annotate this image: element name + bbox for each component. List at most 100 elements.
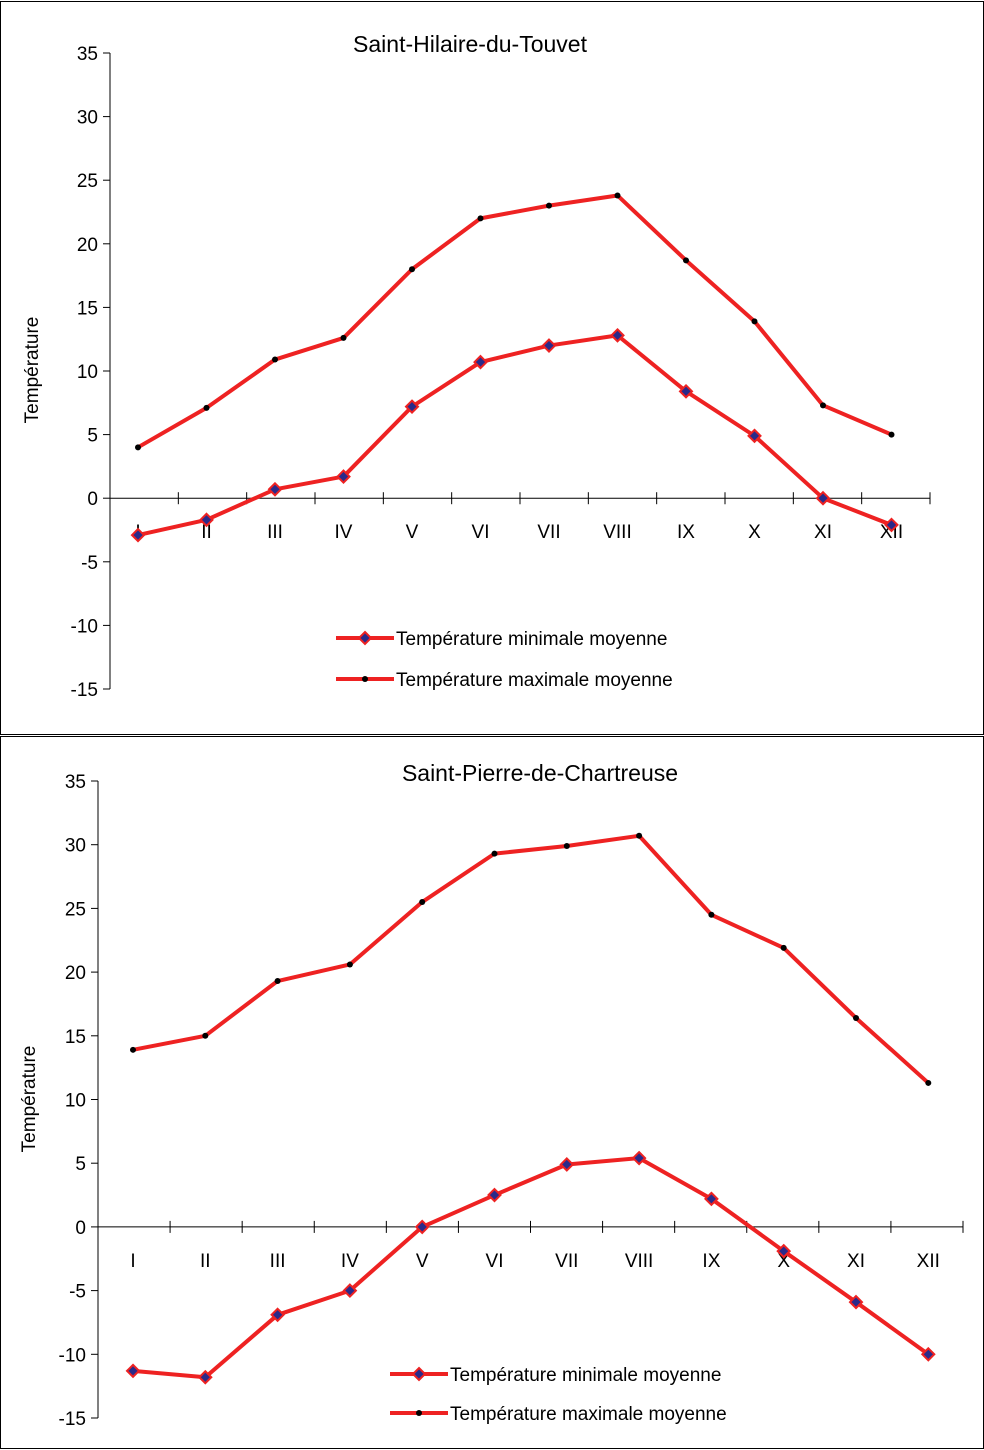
- data-point-max: [135, 444, 141, 451]
- data-point-max: [477, 215, 484, 222]
- data-point-min: [125, 1363, 141, 1379]
- data-point-min: [631, 1150, 647, 1166]
- legend-label: Température minimale moyenne: [450, 1365, 721, 1386]
- legend-marker-min: [357, 630, 373, 646]
- data-point-max: [780, 944, 787, 951]
- legend-marker-max: [416, 1410, 422, 1416]
- x-category-label: X: [748, 522, 761, 543]
- data-point-min: [747, 428, 762, 444]
- legend-label: Température minimale moyenne: [396, 629, 667, 650]
- x-category-label: VIII: [625, 1251, 654, 1272]
- chart-title: Saint-Pierre-de-Chartreuse: [402, 760, 678, 786]
- data-point-max: [853, 1014, 859, 1021]
- data-point-min: [336, 469, 351, 484]
- data-point-max: [272, 356, 278, 363]
- data-point-min: [884, 517, 899, 533]
- data-point-min: [197, 1369, 213, 1385]
- x-category-label: VI: [486, 1251, 504, 1272]
- x-category-label: IV: [341, 1251, 359, 1272]
- x-category-label: V: [416, 1251, 429, 1272]
- y-tick-label: 25: [65, 899, 86, 920]
- data-point-min: [848, 1294, 864, 1310]
- legend-marker-max: [362, 676, 368, 682]
- data-point-min: [815, 490, 831, 506]
- data-point-max: [274, 978, 281, 985]
- y-tick-label: 0: [75, 1218, 86, 1239]
- y-tick-label: 35: [77, 44, 98, 65]
- data-point-max: [820, 402, 826, 409]
- legend-marker-min: [411, 1366, 427, 1382]
- x-category-label: V: [406, 522, 419, 543]
- series-line-min: [132, 1156, 930, 1380]
- data-point-min: [199, 512, 214, 528]
- data-point-max: [614, 192, 621, 199]
- legend: Température minimale moyenne Température …: [390, 1365, 727, 1425]
- data-point-max: [925, 1079, 932, 1086]
- data-point-max: [409, 266, 415, 273]
- legend-label: Température maximale moyenne: [396, 670, 673, 691]
- y-tick-label: 10: [65, 1091, 86, 1112]
- x-category-label: VI: [472, 522, 490, 543]
- series-line-max: [132, 833, 930, 1085]
- data-point-min: [678, 383, 694, 399]
- y-tick-label: -10: [59, 1345, 86, 1366]
- x-category-label: X: [777, 1251, 790, 1272]
- y-tick-label: -15: [59, 1409, 86, 1430]
- series-line-min: [137, 333, 893, 538]
- chart-frame: [0, 1, 984, 735]
- y-tick-label: 15: [65, 1027, 86, 1048]
- data-point-max: [546, 202, 552, 209]
- data-point-max: [203, 404, 210, 411]
- y-tick-label: 35: [65, 772, 86, 793]
- x-category-label: IX: [677, 522, 695, 543]
- data-point-min: [414, 1219, 430, 1235]
- data-point-max: [419, 899, 426, 906]
- y-tick-label: -10: [71, 616, 98, 637]
- y-tick-label: -5: [69, 1282, 86, 1303]
- x-category-label: XI: [847, 1251, 865, 1272]
- y-tick-label: 10: [77, 362, 98, 383]
- legend-label: Température maximale moyenne: [450, 1404, 727, 1425]
- y-axis-label: Température: [22, 317, 43, 424]
- data-point-max: [708, 911, 715, 918]
- y-tick-label: 5: [75, 1154, 86, 1175]
- data-point-max: [202, 1032, 209, 1039]
- data-point-min: [130, 527, 146, 543]
- chart-frame: [0, 736, 984, 1449]
- x-category-label: IV: [335, 522, 353, 543]
- y-tick-label: 20: [77, 235, 98, 256]
- chart-title: Saint-Hilaire-du-Touvet: [353, 31, 588, 57]
- y-tick-label: 0: [87, 489, 98, 510]
- x-category-label: VIII: [603, 522, 632, 543]
- data-point-min: [776, 1243, 792, 1259]
- data-point-min: [920, 1346, 936, 1362]
- x-category-label: II: [200, 1251, 211, 1272]
- data-point-min: [559, 1157, 575, 1172]
- data-point-min: [267, 481, 283, 497]
- x-category-label: III: [267, 522, 283, 543]
- x-category-label: III: [270, 1251, 286, 1272]
- y-axis-label: Température: [19, 1046, 40, 1153]
- x-category-label: VII: [555, 1251, 578, 1272]
- y-tick-label: 30: [65, 836, 86, 857]
- data-point-min: [703, 1191, 719, 1207]
- x-category-label: XII: [917, 1251, 940, 1272]
- y-tick-label: 30: [77, 108, 98, 129]
- x-category-label: I: [130, 1251, 135, 1272]
- y-tick-label: 15: [77, 298, 98, 319]
- x-category-label: XI: [814, 522, 832, 543]
- data-point-max: [888, 431, 895, 438]
- legend: Température minimale moyenne Température …: [336, 629, 673, 691]
- x-category-label: VII: [537, 522, 560, 543]
- data-point-max: [563, 842, 570, 849]
- data-point-max: [340, 334, 347, 341]
- data-point-min: [473, 354, 488, 370]
- y-tick-label: -5: [81, 553, 98, 574]
- data-point-max: [751, 318, 758, 325]
- x-category-label: XII: [880, 522, 903, 543]
- series-line-max: [137, 193, 893, 450]
- chart-panel-2: Saint-Pierre-de-Chartreuse Température -15…: [0, 736, 984, 1449]
- y-tick-label: 5: [87, 426, 98, 447]
- data-point-max: [683, 257, 689, 264]
